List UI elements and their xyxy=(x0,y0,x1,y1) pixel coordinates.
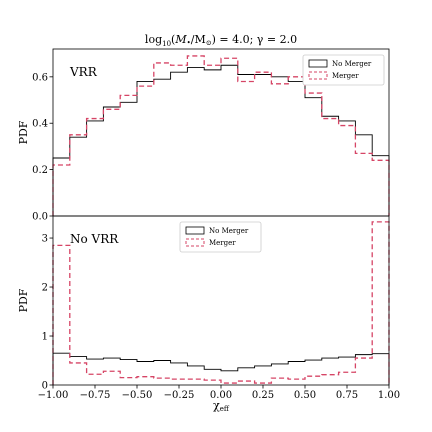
top-y-ticks: 0.0 0.2 0.4 0.6 xyxy=(32,72,53,223)
top-y-tick-label: 0.6 xyxy=(32,72,48,83)
bottom-legend-label-no-merger: No Merger xyxy=(209,227,249,235)
x-tick-label: −0.25 xyxy=(164,390,195,401)
x-tick-label: 1.00 xyxy=(378,390,400,401)
bottom-histograms xyxy=(52,221,390,385)
bottom-panel: 0 1 2 3 −1.00 −0.75 −0.50 −0.25 0.00 0.25 0.50 0.7… xyxy=(17,215,400,413)
top-panel: 0.0 0.2 0.4 0.6 PDF VRR No Merger Merger xyxy=(17,48,390,223)
bottom-y-tick-label: 3 xyxy=(42,234,48,245)
top-histograms xyxy=(52,55,390,216)
bottom-x-ticks: −1.00 −0.75 −0.50 −0.25 0.00 0.25 0.50 0.75 1.00 xyxy=(38,385,400,401)
bottom-series-no-merger-line xyxy=(52,352,390,385)
top-y-axis-label: PDF xyxy=(17,120,30,144)
x-axis-label: χeff xyxy=(213,399,230,413)
top-y-tick-label: 0.4 xyxy=(32,119,48,130)
top-y-tick-label: 0.2 xyxy=(32,165,48,176)
x-tick-label: −0.75 xyxy=(80,390,111,401)
top-legend-box xyxy=(302,54,385,86)
top-series-merger-line xyxy=(52,55,390,216)
x-tick-label: 0.50 xyxy=(294,390,316,401)
top-y-tick-label: 0.0 xyxy=(32,212,48,223)
bottom-y-ticks: 0 1 2 3 xyxy=(42,234,53,392)
bottom-y-tick-label: 2 xyxy=(42,283,48,294)
bottom-series-merger-line xyxy=(52,221,390,385)
bottom-legend: No Merger Merger xyxy=(179,221,262,253)
figure-title: log10(M•/M⊙) = 4.0; γ = 2.0 xyxy=(145,33,297,48)
x-tick-label: −0.50 xyxy=(122,390,153,401)
top-legend-label-merger: Merger xyxy=(332,72,359,80)
top-panel-label: VRR xyxy=(69,65,98,79)
top-legend-swatch-merger xyxy=(308,71,328,80)
top-legend: No Merger Merger xyxy=(302,54,385,86)
bottom-legend-box xyxy=(179,221,262,253)
top-legend-swatch-no-merger xyxy=(308,59,328,68)
bottom-legend-swatch-no-merger xyxy=(185,226,205,235)
x-tick-label: 0.25 xyxy=(252,390,274,401)
x-tick-label: 0.75 xyxy=(336,390,358,401)
top-legend-label-no-merger: No Merger xyxy=(332,60,372,68)
bottom-legend-label-merger: Merger xyxy=(209,239,236,247)
bottom-legend-swatch-merger xyxy=(185,238,205,247)
bottom-y-tick-label: 1 xyxy=(42,332,48,343)
x-tick-label: 0.00 xyxy=(210,390,232,401)
bottom-y-tick-label: 0 xyxy=(42,381,48,392)
bottom-panel-label: No VRR xyxy=(70,232,119,246)
bottom-y-axis-label: PDF xyxy=(17,288,30,312)
x-tick-label: −1.00 xyxy=(38,390,69,401)
